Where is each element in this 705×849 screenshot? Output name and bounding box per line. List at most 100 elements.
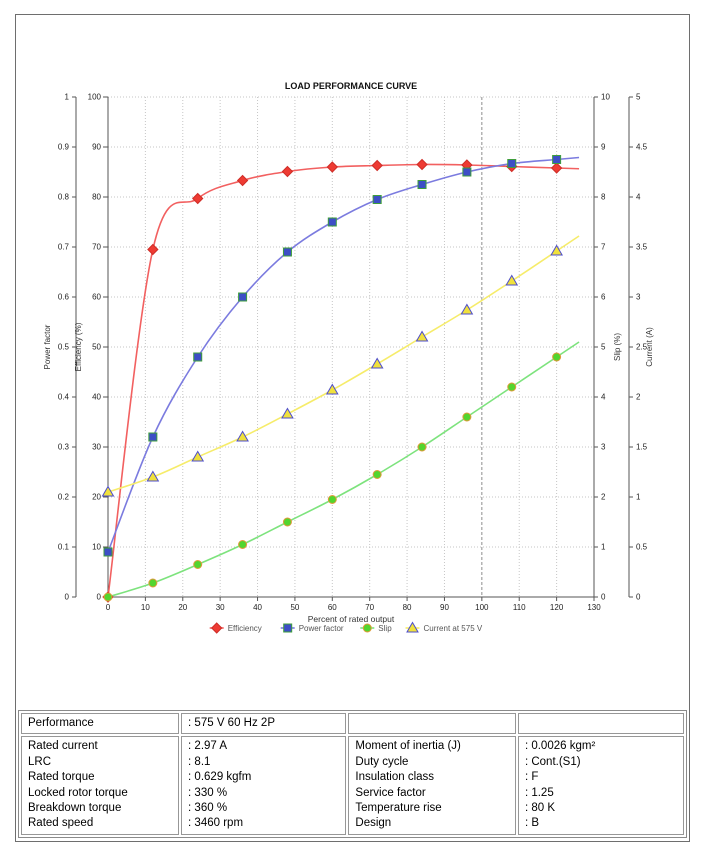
tick-label: 40	[92, 393, 101, 402]
tick-label: 2	[636, 393, 641, 402]
spec-label: Breakdown torque	[28, 801, 122, 814]
spec-value: : 80 K	[524, 801, 556, 814]
tick-label: 1	[65, 93, 70, 102]
tick-label: 1	[636, 493, 641, 502]
tick-label: 2	[601, 493, 606, 502]
spec-table: Performance : 575 V 60 Hz 2P Rated curre…	[18, 710, 687, 838]
spec-value: : 0.629 kgfm	[188, 771, 252, 784]
marker-slip	[552, 352, 562, 362]
spec-value: : 360 %	[188, 801, 228, 814]
marker-efficiency	[326, 161, 339, 173]
marker-current-at-575-v	[415, 330, 429, 342]
tick-label: 90	[440, 603, 449, 612]
spec-value: : 3460 rpm	[188, 817, 244, 830]
marker-current-at-575-v	[370, 357, 384, 369]
performance-row: Performance : 575 V 60 Hz 2P	[21, 713, 684, 735]
spec-value: : 1.25	[524, 786, 554, 799]
spec-label: Rated torque	[28, 771, 95, 784]
spec-values-left: : 2.97 A: 8.1: 0.629 kgfm: 330 %: 360 %:…	[181, 736, 347, 835]
tick-label: 1.5	[636, 443, 648, 452]
spec-values-right: : 0.0026 kgm²: Cont.(S1): F: 1.25: 80 K:…	[517, 736, 684, 835]
marker-power-factor	[327, 217, 337, 227]
legend-label-power-factor: Power factor	[299, 624, 344, 633]
spec-label: Service factor	[355, 786, 426, 799]
spec-label: Duty cycle	[355, 755, 409, 768]
tick-label: 0.5	[58, 343, 70, 352]
tick-label: 120	[550, 603, 564, 612]
spec-labels-left: Rated current LRC Rated torque Locked rotor…	[21, 736, 180, 835]
legend-marker-power-factor	[283, 623, 293, 633]
marker-current-at-575-v	[550, 244, 563, 256]
tick-label: 20	[92, 493, 101, 502]
marker-slip	[462, 412, 472, 422]
tick-label: 0	[65, 593, 70, 602]
marker-slip	[327, 495, 337, 504]
tick-label: 5	[636, 93, 641, 102]
tick-label: 80	[92, 193, 101, 202]
tick-label: 0	[601, 593, 606, 602]
marker-slip	[148, 578, 158, 588]
spec-label: Insulation class	[355, 771, 435, 784]
tick-label: 100	[88, 93, 102, 102]
marker-slip	[103, 592, 113, 602]
tick-label: 1	[601, 543, 606, 552]
marker-power-factor	[282, 247, 292, 257]
tick-label: 2.5	[636, 343, 648, 352]
marker-current-at-575-v	[146, 470, 160, 482]
tick-label: 60	[92, 293, 101, 302]
marker-current-at-575-v	[236, 430, 249, 442]
tick-label: 70	[92, 243, 101, 252]
marker-slip	[282, 517, 292, 527]
marker-efficiency	[147, 243, 159, 256]
tick-label: 0.7	[58, 243, 70, 252]
marker-current-at-575-v	[101, 485, 115, 497]
spec-body-row: Rated current LRC Rated torque Locked rotor…	[21, 736, 684, 835]
tick-label: 0	[636, 593, 641, 602]
marker-efficiency	[236, 174, 249, 187]
marker-power-factor	[552, 155, 562, 164]
tick-label: 4	[601, 393, 606, 402]
marker-current-at-575-v	[191, 450, 205, 462]
marker-slip	[372, 470, 382, 479]
series-line-efficiency	[107, 163, 580, 598]
marker-power-factor	[417, 180, 427, 189]
marker-power-factor	[507, 159, 517, 168]
marker-efficiency	[281, 165, 294, 178]
marker-power-factor	[462, 167, 472, 177]
tick-label: 50	[290, 603, 299, 612]
tick-label: 10	[92, 543, 101, 552]
tick-label: 0.2	[58, 493, 70, 502]
tick-label: 30	[92, 443, 101, 452]
spec-label: Design	[355, 817, 392, 830]
tick-label: 90	[92, 143, 101, 152]
tick-label: 0.9	[58, 143, 70, 152]
spec-value: : 8.1	[188, 755, 211, 768]
marker-slip	[193, 560, 203, 569]
tick-label: 5	[601, 343, 606, 352]
tick-label: 4.5	[636, 143, 648, 152]
tick-label: 3	[636, 293, 641, 302]
marker-current-at-575-v	[460, 303, 474, 315]
marker-power-factor	[148, 432, 158, 442]
tick-label: 6	[601, 293, 606, 302]
tick-label: 0.6	[58, 293, 70, 302]
tick-label: 0	[106, 603, 111, 612]
spec-value: : 330 %	[188, 786, 228, 799]
tick-label: 130	[587, 603, 601, 612]
marker-power-factor	[238, 292, 248, 302]
spec-empty-cell	[517, 713, 684, 735]
marker-power-factor	[372, 195, 382, 204]
spec-label: Moment of inertia (J)	[355, 740, 461, 753]
spec-label: Rated current	[28, 740, 98, 753]
spec-label: Temperature rise	[355, 801, 442, 814]
x-axis-title: Percent of rated output	[308, 614, 395, 624]
spec-empty-cell	[348, 713, 516, 735]
tick-label: 100	[475, 603, 489, 612]
marker-efficiency	[416, 158, 428, 171]
tick-label: 0.1	[58, 543, 70, 552]
tick-label: 110	[513, 603, 526, 612]
spec-value: : 0.0026 kgm²	[524, 740, 596, 753]
marker-slip	[507, 382, 517, 392]
tick-label: 0	[97, 593, 102, 602]
tick-label: 0.4	[58, 393, 70, 402]
